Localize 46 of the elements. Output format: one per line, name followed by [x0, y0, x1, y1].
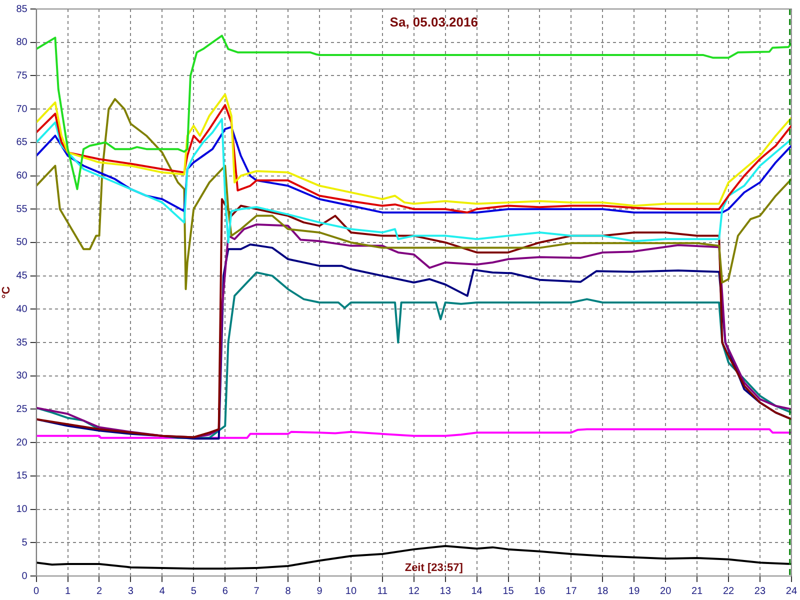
x-tick-label: 8 — [285, 586, 292, 597]
x-tick-label: 6 — [222, 586, 228, 597]
y-tick-label: 5 — [22, 537, 28, 548]
x-tick-label: 14 — [471, 586, 483, 597]
x-tick-label: 17 — [566, 586, 578, 597]
x-tick-label: 9 — [316, 586, 323, 597]
x-tick-label: 10 — [345, 586, 357, 597]
x-tick-label: 4 — [159, 586, 166, 597]
x-tick-label: 1 — [65, 586, 72, 597]
x-tick-label: 15 — [502, 586, 514, 597]
x-tick-label: 12 — [408, 586, 420, 597]
y-tick-label: 55 — [16, 204, 28, 215]
y-tick-label: 60 — [16, 170, 28, 182]
y-tick-label: 20 — [16, 437, 28, 448]
x-tick-label: 5 — [190, 586, 197, 597]
y-tick-label: 40 — [16, 304, 28, 315]
y-tick-label: 70 — [16, 104, 28, 115]
text: Sa, 05.03.2016 — [390, 14, 478, 30]
x-tick-label: 3 — [128, 586, 134, 597]
y-tick-label: 45 — [16, 270, 28, 282]
x-tick-label: 19 — [628, 586, 640, 597]
x-tick-label: 18 — [597, 586, 609, 597]
x-tick-label: 13 — [440, 586, 452, 597]
y-tick-label: 15 — [16, 470, 28, 482]
y-tick-label: 25 — [16, 404, 28, 415]
y-tick-label: 75 — [16, 70, 28, 82]
x-tick-label: 24 — [786, 586, 798, 597]
x-tick-label: 21 — [691, 586, 704, 597]
y-tick-label: 30 — [16, 370, 28, 382]
y-tick-label: 10 — [16, 504, 28, 516]
y-tick-label: 50 — [16, 237, 28, 248]
x-tick-label: 23 — [754, 586, 766, 597]
x-tick-label: 2 — [96, 586, 102, 597]
x-tick-label: 20 — [660, 586, 672, 597]
y-tick-label: 35 — [16, 337, 28, 348]
x-tick-label: 11 — [377, 586, 388, 597]
y-axis-title: °C — [0, 286, 13, 299]
y-tick-label: 80 — [16, 37, 28, 48]
y-tick-label: 85 — [16, 4, 28, 15]
y-tick-label: 65 — [16, 137, 28, 148]
x-axis-title: Zeit [23:57] — [404, 562, 464, 574]
y-tick-label: 0 — [22, 570, 28, 582]
x-tick-label: 16 — [534, 586, 546, 597]
x-tick-label: 7 — [254, 586, 260, 597]
x-tick-label: 0 — [34, 586, 40, 597]
x-tick-label: 22 — [722, 586, 735, 597]
